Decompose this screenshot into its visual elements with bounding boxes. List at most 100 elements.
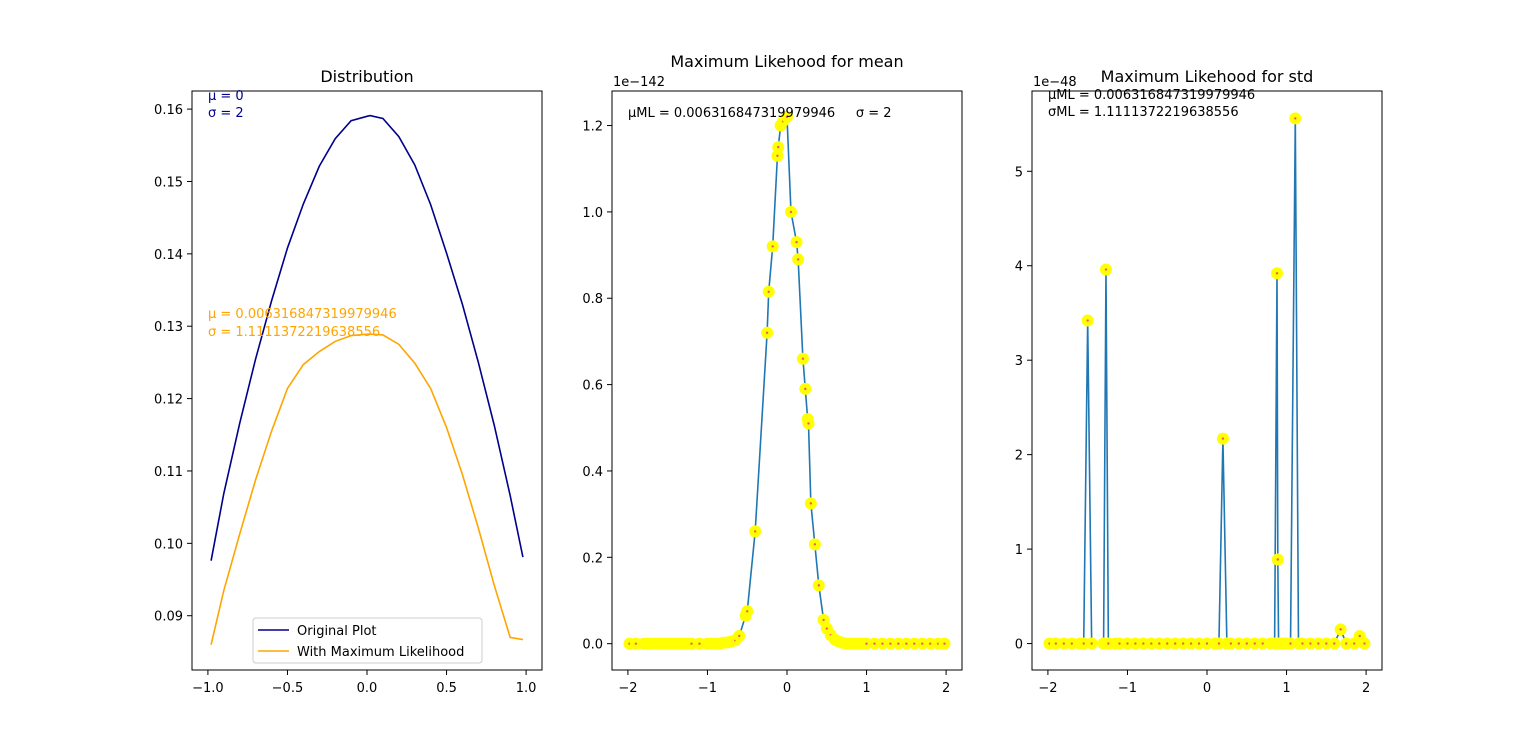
data-point-center — [1082, 642, 1085, 645]
data-point-center — [785, 115, 789, 119]
y-offset-text: 1e−142 — [613, 75, 665, 90]
y-tick-label: 0.4 — [582, 465, 603, 480]
y-tick-label: 0.11 — [154, 465, 183, 480]
x-axis: −1.0 −0.5 0.0 0.5 1.0 — [192, 670, 536, 696]
data-point-center — [1104, 268, 1108, 271]
data-point-center — [1221, 437, 1225, 440]
data-point-center — [1345, 642, 1348, 645]
y-tick-label: 2 — [1015, 449, 1023, 464]
y-axis: 0.09 0.10 0.11 0.12 0.13 0.14 0.15 0.16 — [154, 103, 192, 625]
data-point-center — [753, 530, 757, 533]
x-tick-label: −2 — [618, 681, 637, 696]
x-tick-label: 0.0 — [357, 681, 378, 696]
series-line-0 — [210, 114, 524, 561]
data-point-center — [1150, 642, 1153, 645]
x-tick-label: 1 — [862, 681, 870, 696]
data-point-center — [1245, 642, 1248, 645]
data-point-center — [881, 642, 884, 645]
y-tick-label: 1 — [1015, 543, 1023, 558]
y-tick-label: 0.12 — [154, 393, 183, 408]
data-point-center — [796, 258, 800, 261]
plot-area — [611, 90, 963, 671]
data-point-center — [1189, 642, 1193, 645]
data-point-center — [1205, 642, 1209, 645]
data-point-center — [1181, 642, 1185, 645]
y-tick-label: 0.10 — [154, 537, 183, 552]
y-tick-label: 1.2 — [582, 120, 603, 135]
series-line-1 — [210, 333, 524, 645]
data-point-center — [776, 154, 779, 157]
data-point-center — [1276, 558, 1279, 561]
legend-entry-original: Original Plot — [297, 624, 377, 639]
x-tick-label: 0.5 — [436, 681, 457, 696]
data-point-center — [822, 618, 825, 622]
data-point-center — [1173, 642, 1177, 645]
data-point-center — [873, 642, 876, 645]
y-tick-label: 0.8 — [582, 292, 603, 307]
x-tick-label: 1 — [1282, 681, 1290, 696]
data-point-center — [1217, 642, 1221, 645]
data-point-center — [1363, 642, 1366, 645]
data-point-center — [1333, 642, 1336, 645]
data-point-center — [1090, 642, 1093, 645]
data-point-center — [817, 584, 821, 587]
data-point-center — [767, 290, 770, 293]
data-point-center — [928, 642, 932, 645]
data-point-center — [801, 357, 805, 360]
y-tick-label: 3 — [1015, 354, 1023, 369]
data-point-center — [1261, 642, 1264, 645]
data-point-center — [795, 240, 798, 244]
data-point-center — [738, 634, 741, 638]
y-axis: 0.0 0.2 0.4 0.6 0.8 1.0 1.2 — [582, 120, 612, 653]
chart-title: Distribution — [320, 67, 413, 86]
chart-title: Maximum Likehood for std — [1101, 67, 1314, 86]
data-point-center — [690, 642, 693, 645]
data-point-center — [913, 642, 916, 645]
data-point-center — [1158, 642, 1161, 645]
data-point-center — [1142, 642, 1145, 645]
data-point-center — [1086, 319, 1089, 322]
data-point-center — [897, 642, 900, 645]
annotation-mu-ml: μ = 0.006316847319979946 — [208, 307, 397, 322]
x-tick-label: 0 — [1203, 681, 1211, 696]
data-point-center — [1197, 642, 1201, 645]
annotation-mu-original: μ = 0 — [208, 89, 244, 104]
annotation-sigma-original: σ = 2 — [208, 106, 244, 121]
y-tick-label: 0.15 — [154, 175, 183, 190]
plot-area — [191, 90, 543, 671]
annotation-sigma-ml: σ = 1.1111372219638556 — [208, 325, 380, 340]
data-point-center — [1275, 272, 1279, 275]
data-point-center — [1237, 642, 1241, 645]
y-tick-label: 0.6 — [582, 379, 603, 394]
data-point-center — [634, 642, 638, 645]
y-tick-label: 1.0 — [582, 206, 603, 221]
data-point-center — [804, 387, 807, 391]
data-point-center — [813, 543, 817, 546]
data-point-center — [921, 642, 924, 645]
legend-entry-ml: With Maximum Likelihood — [297, 645, 464, 660]
x-axis: −2 −1 0 1 2 — [618, 670, 950, 696]
x-tick-label: −1.0 — [192, 681, 224, 696]
data-point-center — [1253, 642, 1256, 645]
y-offset-text: 1e−48 — [1033, 75, 1077, 90]
chart-title: Maximum Likehood for mean — [670, 52, 903, 71]
annotation-mu-ml-sigma: μML = 0.006316847319979946 σ = 2 — [628, 106, 892, 121]
data-point-center — [825, 627, 828, 630]
y-tick-label: 4 — [1015, 260, 1023, 275]
data-point-center — [789, 210, 793, 214]
x-tick-label: 0 — [783, 681, 791, 696]
y-tick-label: 0.14 — [154, 248, 183, 263]
data-point-center — [1166, 642, 1169, 645]
data-point-center — [765, 331, 769, 334]
x-axis: −2 −1 0 1 2 — [1038, 670, 1370, 696]
data-point-center — [746, 610, 749, 613]
data-point-center — [943, 642, 946, 645]
series-markers — [623, 110, 951, 650]
x-tick-label: −2 — [1038, 681, 1057, 696]
series-lines — [210, 114, 524, 645]
data-point-center — [771, 245, 774, 248]
data-point-center — [777, 145, 780, 149]
annotation-sigma-ml: σML = 1.1111372219638556 — [1048, 105, 1239, 120]
data-point-center — [905, 642, 908, 645]
